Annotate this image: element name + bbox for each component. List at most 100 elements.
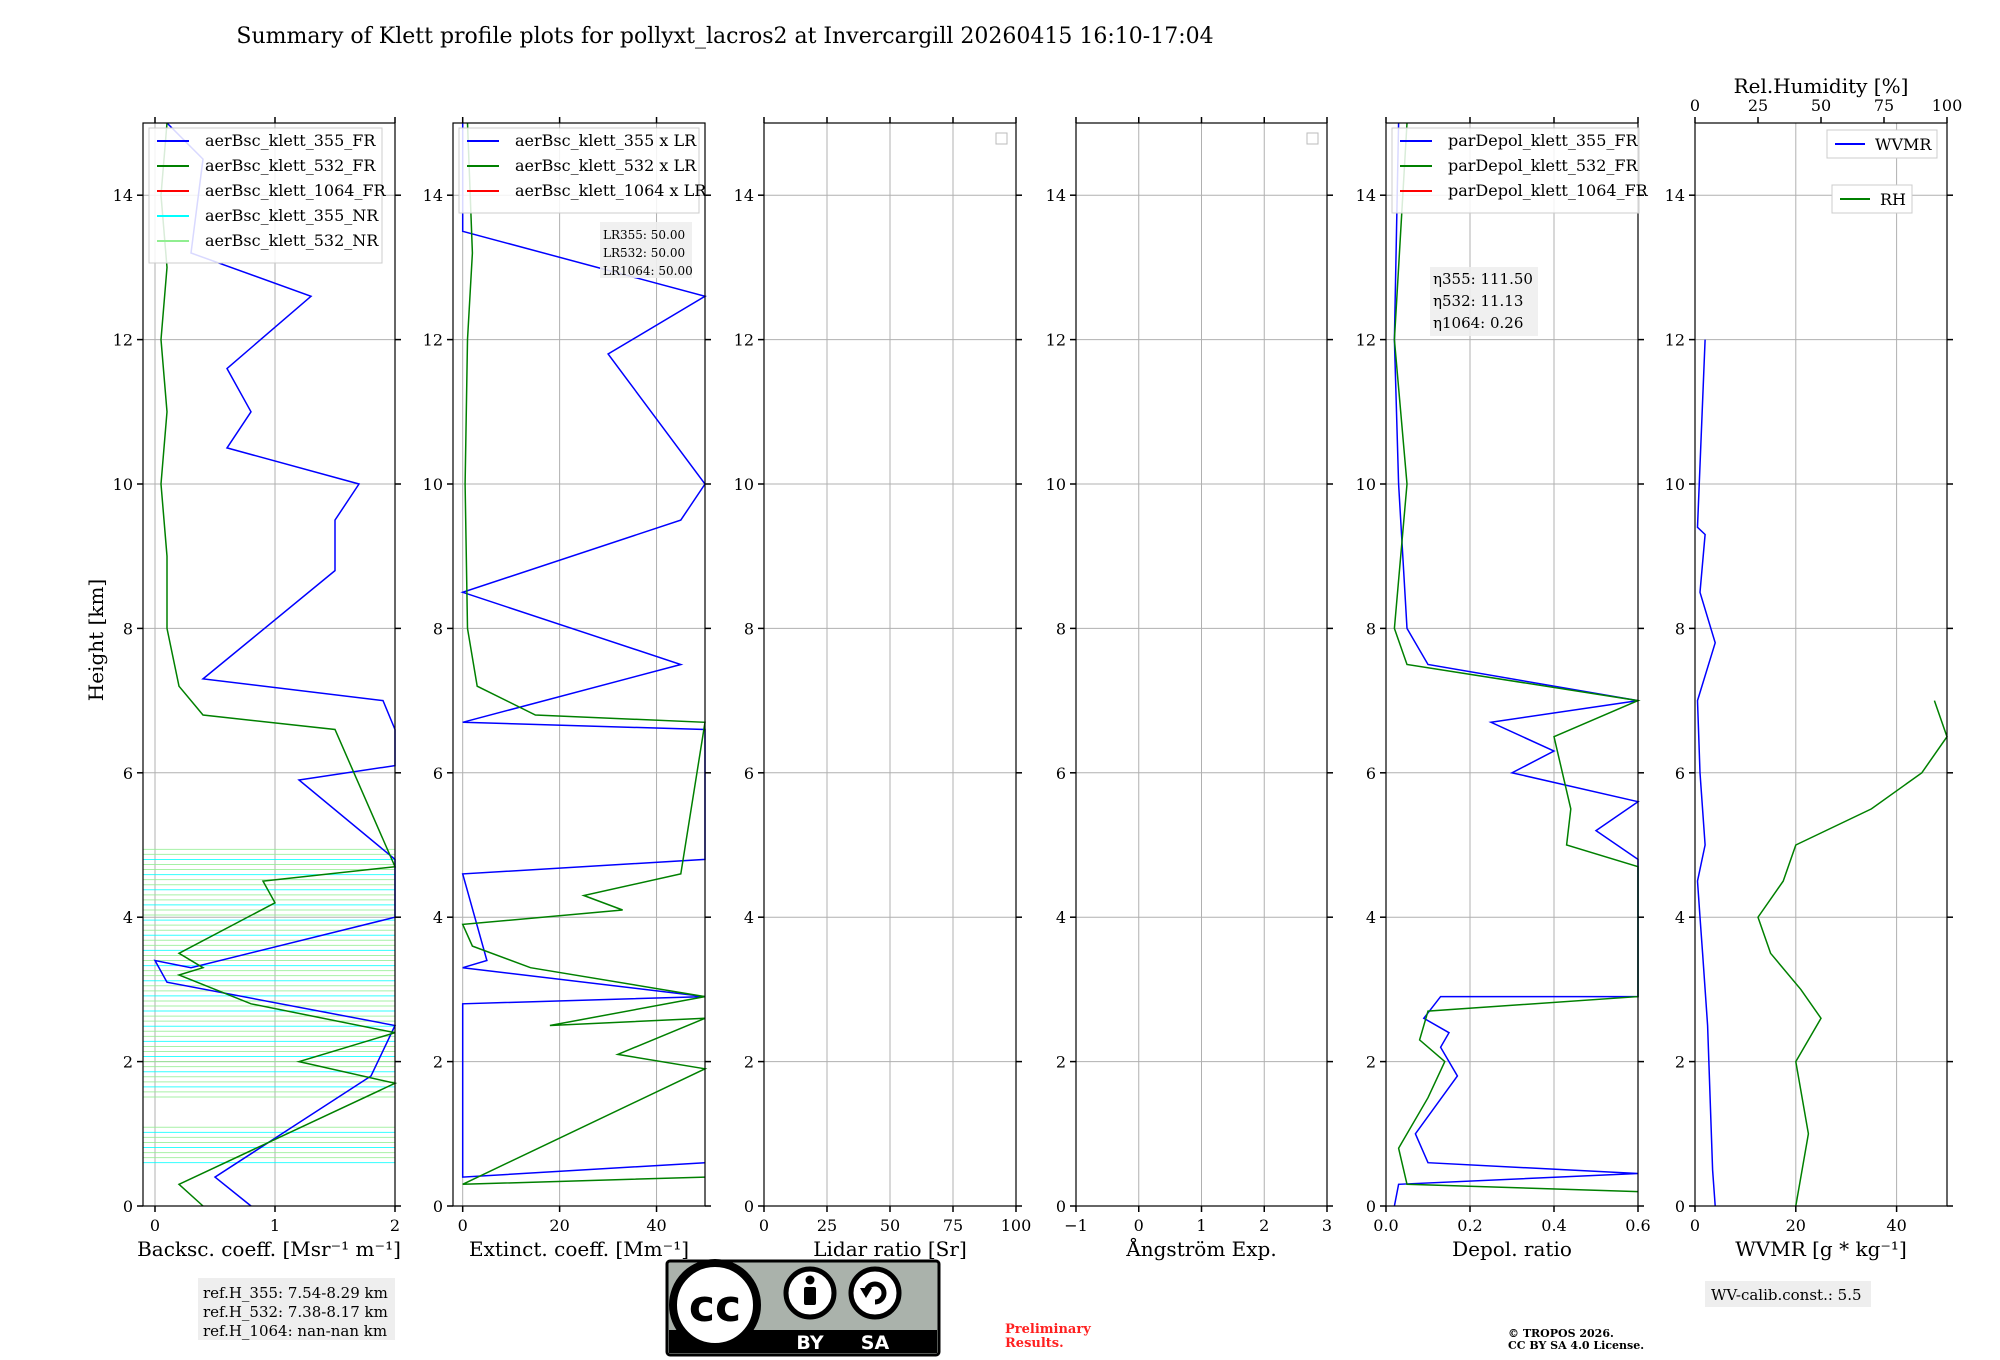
x-axis-label-depol: Depol. ratio xyxy=(1452,1237,1572,1261)
ref-h-355: ref.H_355: 7.54-8.29 km xyxy=(203,1284,388,1302)
annotation-bg xyxy=(600,222,692,278)
nr-cloud-lines xyxy=(143,848,395,1164)
ytick-label: 8 xyxy=(123,619,133,638)
preliminary-line-2: Results. xyxy=(1005,1336,1064,1351)
ytick-label: 10 xyxy=(1665,475,1685,494)
axes-frame xyxy=(1385,122,1639,1207)
ref-height-box: ref.H_355: 7.54-8.29 km ref.H_532: 7.38-… xyxy=(198,1278,395,1340)
by-icon-head xyxy=(805,1275,815,1285)
xtick-label: 25 xyxy=(817,1216,837,1235)
sa-icon-arrow xyxy=(860,1288,872,1298)
x2tick-label: 0 xyxy=(1690,96,1700,115)
ytick-label: 4 xyxy=(744,908,754,927)
xtick-label: 0.2 xyxy=(1457,1216,1482,1235)
panel-wv: 0 2 4 6 8 10 12 14 0 20 40 WVMR [g * kg⁻¹] 0 25 50 75 10… xyxy=(1665,74,1963,1261)
legend-wv: WVMR RH xyxy=(1826,129,1938,214)
wv-calib-const: WV-calib.const.: 5.5 xyxy=(1711,1286,1862,1304)
ytick-label: 14 xyxy=(734,186,754,205)
xtick-label: 2 xyxy=(1259,1216,1269,1235)
ytick-label: 4 xyxy=(123,908,133,927)
annotation-depol: η355: 111.50 η532: 11.13 η1064: 0.26 xyxy=(1430,267,1538,336)
annotation-line: LR532: 50.00 xyxy=(603,246,685,260)
ytick-label: 6 xyxy=(744,764,754,783)
ytick-label: 0 xyxy=(433,1197,443,1216)
ref-h-1064: ref.H_1064: nan-nan km xyxy=(203,1322,387,1340)
series-WVMR xyxy=(1696,339,1716,1207)
ytick-label: 2 xyxy=(1366,1053,1376,1072)
ytick-label: 10 xyxy=(1046,475,1066,494)
annotation-line: LR1064: 50.00 xyxy=(603,264,693,278)
ytick-label: 2 xyxy=(433,1053,443,1072)
panel-depol: 0 2 4 6 8 10 12 14 0.0 0.2 0.4 0.6 Depol. ratio parDe… xyxy=(1356,117,1651,1261)
x2tick-label: 50 xyxy=(1811,96,1831,115)
ytick-label: 8 xyxy=(744,619,754,638)
xtick-label: 0 xyxy=(759,1216,769,1235)
xtick-label: 0 xyxy=(458,1216,468,1235)
sa-icon-arc xyxy=(863,1281,887,1305)
sa-label: SA xyxy=(861,1332,890,1354)
x2tick-label: 100 xyxy=(1932,96,1963,115)
xtick-label: 100 xyxy=(1001,1216,1032,1235)
ytick-label: 12 xyxy=(1046,331,1066,350)
ytick-label: 14 xyxy=(113,186,133,205)
panel-lr: 0 2 4 6 8 10 12 14 0 25 50 75 100 Lidar ratio [Sr] xyxy=(734,117,1032,1261)
ytick-label: 12 xyxy=(423,331,443,350)
ytick-label: 2 xyxy=(744,1053,754,1072)
by-label: BY xyxy=(796,1332,823,1354)
series-aerBsc_klett_532 x LR xyxy=(461,122,708,1186)
xtick-label: 40 xyxy=(646,1216,666,1235)
ytick-label: 12 xyxy=(113,331,133,350)
ref-height-box-bg xyxy=(198,1278,395,1340)
legend-depol: parDepol_klett_355_FR parDepol_klett_532_… xyxy=(1391,127,1649,214)
ytick-label: 14 xyxy=(423,186,443,205)
x-axis-label-ext: Extinct. coeff. [Mm⁻¹] xyxy=(469,1237,689,1261)
legend-entry: parDepol_klett_1064_FR xyxy=(1448,181,1649,200)
xtick-label: 20 xyxy=(1786,1216,1806,1235)
legend-entry: WVMR xyxy=(1875,135,1932,154)
annotation-bg xyxy=(1430,267,1538,336)
ytick-label: 10 xyxy=(1356,475,1376,494)
annotation-line: LR355: 50.00 xyxy=(603,228,685,242)
axes-frame xyxy=(1694,122,1948,1207)
y-axis-label: Height [km] xyxy=(84,579,108,701)
series-aerBsc_klett_355 x LR xyxy=(460,123,707,1178)
axes-frame xyxy=(142,122,396,1207)
copyright-line-1: © TROPOS 2026. xyxy=(1508,1327,1614,1340)
copyright-line-2: CC BY SA 4.0 License. xyxy=(1508,1339,1644,1352)
x-axis-label-ae: Ångström Exp. xyxy=(1125,1236,1276,1261)
ytick-label: 6 xyxy=(123,764,133,783)
ytick-label: 8 xyxy=(433,619,443,638)
ytick-label: 0 xyxy=(123,1197,133,1216)
ytick-label: 4 xyxy=(1056,908,1066,927)
xtick-label: 0 xyxy=(1134,1216,1144,1235)
xtick-label: 2 xyxy=(390,1216,400,1235)
ytick-label: 4 xyxy=(1675,908,1685,927)
ytick-label: 8 xyxy=(1056,619,1066,638)
legend-entry: aerBsc_klett_532 x LR xyxy=(515,156,697,175)
legend-entry: aerBsc_klett_1064_FR xyxy=(205,181,387,200)
empty-legend-box xyxy=(995,132,1008,145)
xtick-label: 0.6 xyxy=(1625,1216,1650,1235)
ytick-label: 2 xyxy=(1056,1053,1066,1072)
xtick-label: 0 xyxy=(150,1216,160,1235)
legend-ext: aerBsc_klett_355 x LR aerBsc_klett_532 x … xyxy=(458,127,707,214)
ytick-label: 8 xyxy=(1366,619,1376,638)
ytick-label: 2 xyxy=(1675,1053,1685,1072)
xtick-label: 3 xyxy=(1322,1216,1332,1235)
xtick-label: 1 xyxy=(1196,1216,1206,1235)
ytick-label: 14 xyxy=(1046,186,1066,205)
x-axis-label-bsc: Backsc. coeff. [Msr⁻¹ m⁻¹] xyxy=(137,1237,401,1261)
cc-icon xyxy=(669,1259,761,1351)
ytick-label: 6 xyxy=(1675,764,1685,783)
ytick-label: 6 xyxy=(1366,764,1376,783)
ytick-label: 0 xyxy=(1675,1197,1685,1216)
ytick-label: 14 xyxy=(1356,186,1376,205)
wv-calib-box: WV-calib.const.: 5.5 xyxy=(1705,1281,1871,1307)
wv-calib-bg xyxy=(1705,1281,1871,1307)
xtick-label: −1 xyxy=(1064,1216,1088,1235)
ytick-label: 6 xyxy=(1056,764,1066,783)
xtick-label: 20 xyxy=(549,1216,569,1235)
